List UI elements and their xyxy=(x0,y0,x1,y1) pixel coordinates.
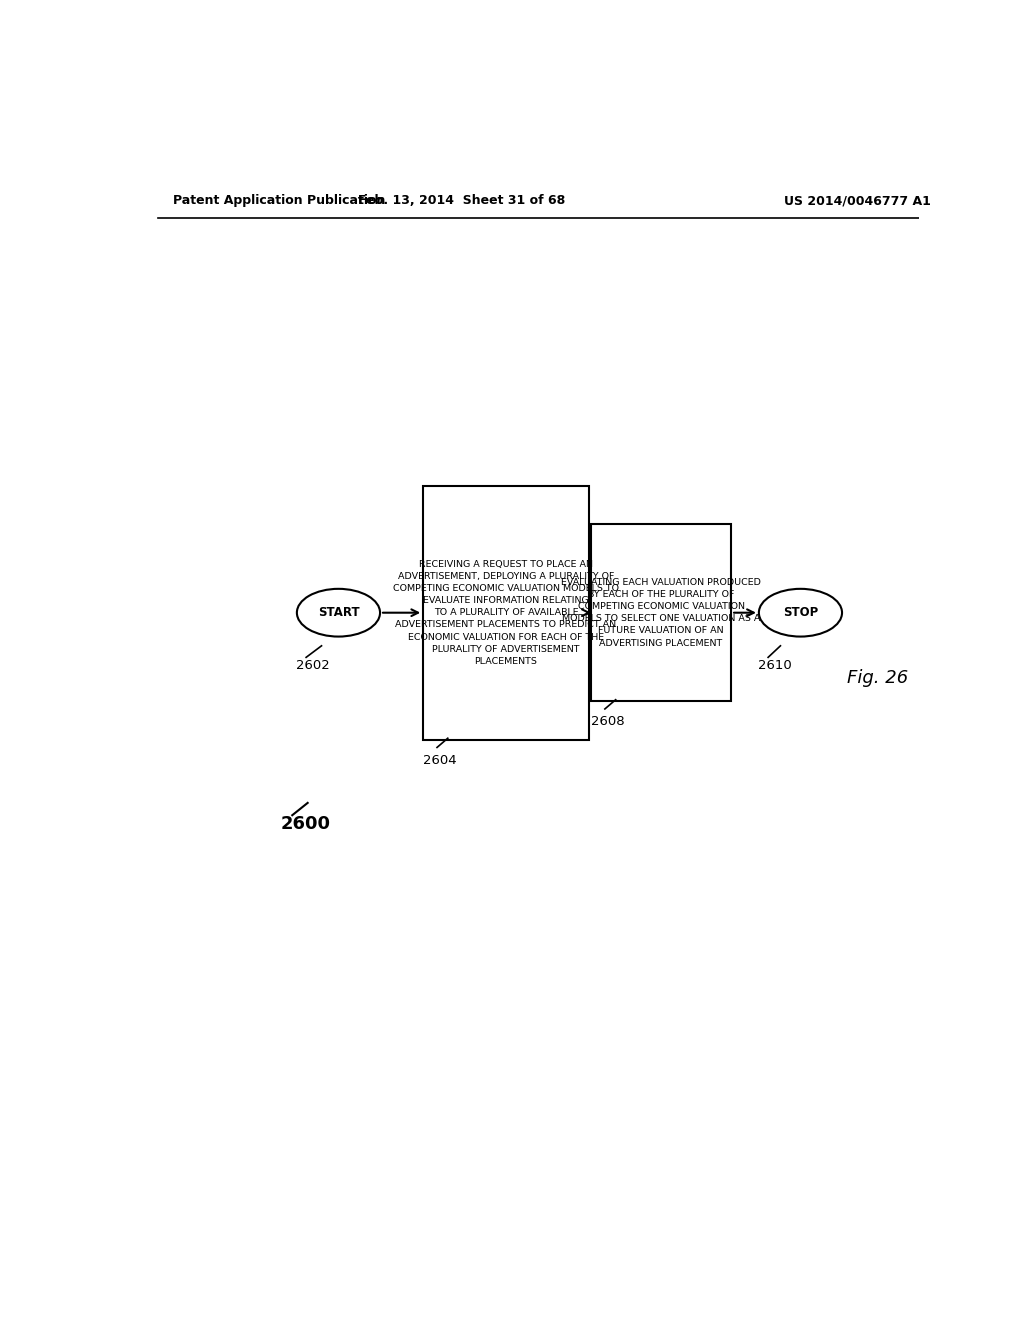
Text: Patent Application Publication: Patent Application Publication xyxy=(173,194,385,207)
Text: 2602: 2602 xyxy=(296,659,330,672)
Text: RECEIVING A REQUEST TO PLACE AN
ADVERTISEMENT, DEPLOYING A PLURALITY OF
COMPETIN: RECEIVING A REQUEST TO PLACE AN ADVERTIS… xyxy=(393,560,618,665)
Text: Feb. 13, 2014  Sheet 31 of 68: Feb. 13, 2014 Sheet 31 of 68 xyxy=(358,194,565,207)
Text: START: START xyxy=(317,606,359,619)
Text: EVALUATING EACH VALUATION PRODUCED
BY EACH OF THE PLURALITY OF
COMPETING ECONOMI: EVALUATING EACH VALUATION PRODUCED BY EA… xyxy=(561,578,761,648)
Bar xyxy=(591,524,731,701)
Bar xyxy=(423,486,589,739)
Text: 2608: 2608 xyxy=(591,715,625,729)
Text: STOP: STOP xyxy=(782,606,818,619)
Text: 2600: 2600 xyxy=(281,816,331,833)
Text: Fig. 26: Fig. 26 xyxy=(847,669,908,688)
Text: 2604: 2604 xyxy=(423,754,457,767)
Text: 2610: 2610 xyxy=(758,659,792,672)
Text: US 2014/0046777 A1: US 2014/0046777 A1 xyxy=(784,194,931,207)
